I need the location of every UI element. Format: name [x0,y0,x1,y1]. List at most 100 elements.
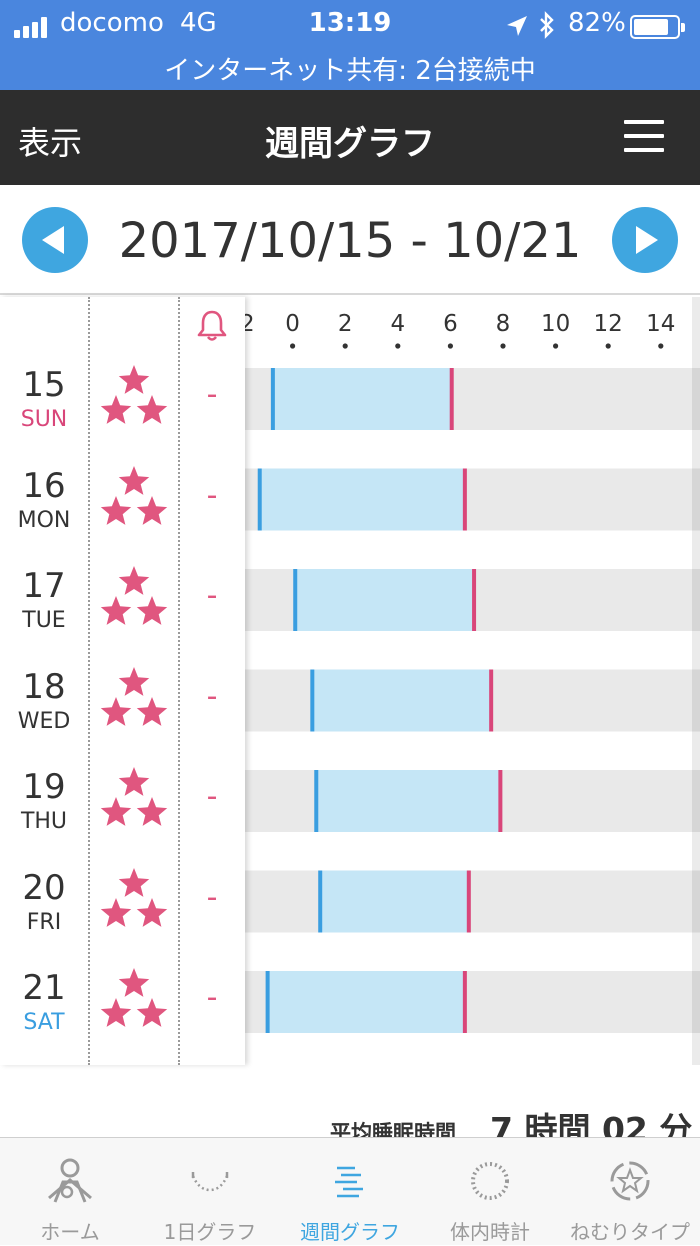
x-tick-label: 0 [285,311,300,337]
star-rating [100,666,168,726]
previous-week-button[interactable] [22,207,88,273]
display-button[interactable]: 表示 [18,124,83,162]
wake-marker [449,368,454,430]
x-tick-label: 2 [338,311,353,337]
alarm-value: - [206,377,218,412]
bedtime-marker [265,971,270,1033]
sleep-bar [295,569,475,631]
navigation-bar: 表示 週間グラフ [0,90,700,185]
tab-daily-graph[interactable]: 1日グラフ [140,1138,280,1246]
bedtime-marker [318,870,323,933]
column-divider [88,297,90,1065]
sleep-chart[interactable]: 22 0 2 4 6 8 10 12 14 [245,297,700,1065]
status-clock: 13:19 [308,8,392,38]
sleep-chart-svg: 22 0 2 4 6 8 10 12 14 [245,297,700,1065]
sleep-bar [272,368,452,430]
tab-sleep-type[interactable]: ねむりタイプ [560,1138,700,1246]
star-icon [136,696,168,726]
x-tick-dot [447,343,453,349]
page-title: 週間グラフ [265,124,435,164]
star-icon [136,897,168,927]
hotspot-banner[interactable]: インターネット共有: 2台接続中 [164,56,536,86]
day-weekday: TUE [22,608,66,633]
x-tick-dot [342,343,348,349]
wake-marker [498,770,503,832]
day-weekday: WED [17,708,71,734]
summary-section: 平均睡眠時間 7 時間 02 分 [0,1065,700,1149]
star-icon [118,867,150,897]
wake-marker [466,870,471,933]
day-row[interactable]: 15 SUN - [0,365,245,466]
day-weekday: SAT [23,1010,65,1035]
day-number: 20 [22,867,66,908]
day-weekday: THU [20,809,68,834]
sleep-bar [316,770,501,832]
alarm-value: - [206,678,218,714]
hamburger-menu-icon[interactable] [624,120,664,152]
alarm-value: - [206,578,218,613]
star-rating [100,566,168,625]
star-rating [100,968,168,1027]
tab-home[interactable]: ホーム [0,1138,140,1246]
date-navigation: 2017/10/15 - 10/21 [0,185,700,295]
daily-graph-icon [191,1172,229,1192]
star-icon [100,696,132,726]
star-icon [100,495,132,525]
column-divider [178,297,180,1065]
alarm-bell-icon [197,310,227,341]
star-icon [136,998,168,1027]
star-icon [136,395,168,424]
day-number: 21 [22,968,66,1008]
tab-weekly-graph[interactable]: 週間グラフ [280,1138,420,1246]
sleep-bar [312,669,492,732]
chevron-right-icon [636,226,658,254]
x-tick-label: 22 [245,311,255,337]
day-band [245,870,700,933]
wake-marker [472,569,477,631]
day-number: 15 [22,365,66,405]
status-bar: docomo 4G 13:19 82% インターネット共有: 2台接続中 [0,0,700,90]
day-row[interactable]: 18 WED - [0,666,245,768]
tab-weekly-graph-label: 週間グラフ [300,1220,400,1244]
day-row[interactable]: 17 TUE - [0,566,245,667]
chart-edge-shade [692,297,700,1065]
day-number: 16 [22,465,66,506]
chevron-left-icon [42,226,64,254]
alarm-value: - [206,779,218,814]
body-clock-icon [471,1162,509,1200]
star-icon [118,465,150,495]
signal-strength-icon [14,16,54,38]
star-rating [100,365,168,424]
sleep-bar [259,468,465,531]
tab-body-clock-label: 体内時計 [450,1220,530,1244]
wake-marker [462,468,467,531]
tab-body-clock[interactable]: 体内時計 [420,1138,560,1246]
x-tick-label: 10 [541,311,570,337]
date-range: 2017/10/15 - 10/21 [118,213,582,269]
x-tick-label: 8 [496,311,511,337]
star-icon [136,596,168,625]
star-icon [136,797,168,826]
x-tick-dot [553,343,559,349]
x-tick-label: 14 [646,311,675,337]
day-row[interactable]: 20 FRI - [0,867,245,969]
star-icon [100,897,132,927]
next-week-button[interactable] [612,207,678,273]
star-rating [100,465,168,525]
day-row[interactable]: 21 SAT - [0,968,245,1069]
battery-percent: 82% [568,8,626,38]
tab-home-label: ホーム [40,1220,100,1244]
wake-marker [489,669,494,732]
location-arrow-icon [507,16,527,36]
star-icon [118,968,150,997]
day-row[interactable]: 19 THU - [0,767,245,868]
day-number: 19 [22,767,66,807]
alarm-value: - [206,879,218,915]
day-number: 17 [22,566,66,606]
bedtime-marker [293,569,298,631]
sleep-type-icon [610,1161,650,1201]
x-tick-dot [500,343,506,349]
day-number: 18 [22,666,66,707]
day-row[interactable]: 16 MON - [0,465,245,567]
star-rating [100,867,168,927]
